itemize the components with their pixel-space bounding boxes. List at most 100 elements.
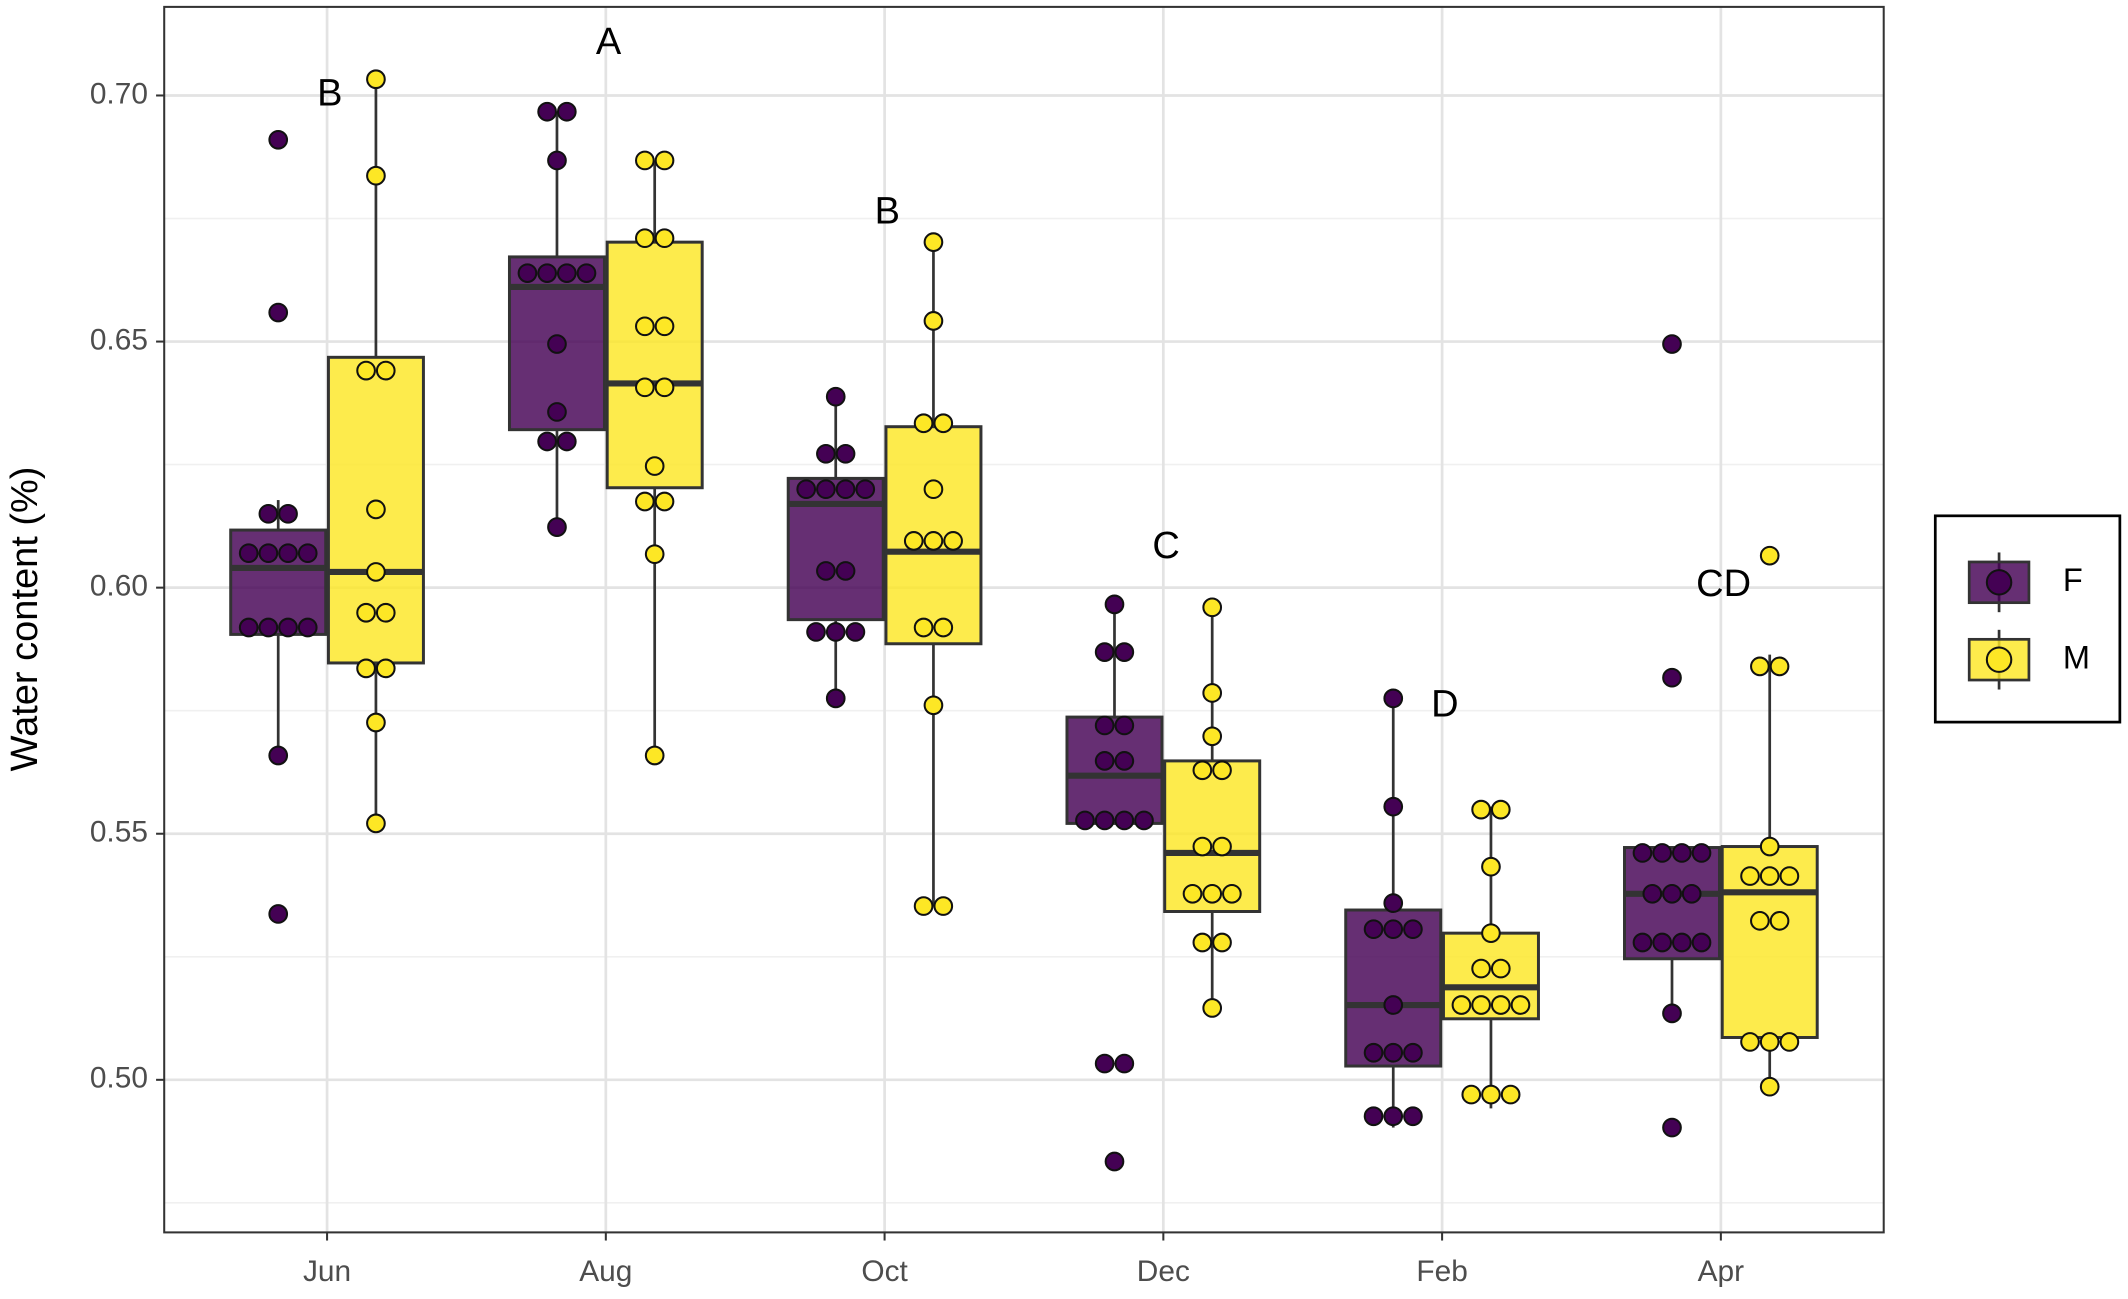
x-tick-label: Oct — [861, 1255, 908, 1288]
data-point — [1759, 1032, 1780, 1052]
data-point — [1490, 799, 1511, 820]
data-point — [1779, 1032, 1800, 1052]
data-point — [1769, 656, 1790, 677]
annotation: A — [596, 21, 622, 63]
data-point — [547, 517, 567, 537]
x-tick-label: Dec — [1137, 1255, 1190, 1288]
data-point — [1202, 883, 1223, 904]
data-point — [1471, 958, 1491, 979]
data-point — [654, 228, 675, 249]
box — [1065, 715, 1164, 825]
data-point — [1740, 866, 1760, 886]
data-point — [845, 622, 866, 642]
data-point — [1094, 751, 1115, 771]
data-point — [556, 101, 577, 122]
data-point — [835, 479, 856, 500]
data-point — [1383, 893, 1404, 913]
data-point — [1094, 642, 1115, 662]
data-point — [1632, 843, 1653, 863]
annotation: D — [1431, 683, 1458, 725]
data-point — [1094, 715, 1115, 736]
data-point — [1759, 545, 1780, 566]
data-point — [356, 602, 376, 623]
data-point — [268, 904, 289, 924]
data-point — [943, 531, 963, 551]
annotation: C — [1152, 525, 1179, 567]
data-point — [1510, 995, 1531, 1015]
x-tick-label: Apr — [1698, 1255, 1745, 1288]
y-tick-label: 0.55 — [90, 816, 148, 849]
data-point — [855, 479, 876, 500]
y-tick-label: 0.60 — [90, 570, 148, 603]
data-point — [635, 150, 655, 171]
data-point — [1481, 856, 1501, 877]
data-point — [806, 622, 826, 642]
y-tick-label: 0.70 — [90, 77, 148, 110]
data-point — [238, 543, 259, 564]
data-point — [1662, 883, 1682, 904]
legend-label: F — [2063, 562, 2083, 598]
data-point — [537, 431, 557, 452]
data-point — [375, 360, 396, 381]
data-point — [816, 479, 836, 500]
data-point — [517, 263, 538, 283]
data-point — [796, 479, 817, 500]
data-point — [1750, 656, 1770, 677]
data-point — [654, 491, 675, 512]
x-tick-label: Jun — [303, 1255, 351, 1288]
data-point — [654, 377, 675, 398]
data-point — [923, 695, 944, 716]
data-point — [268, 302, 289, 323]
data-point — [268, 129, 289, 150]
data-point — [576, 263, 597, 283]
data-point — [1403, 1042, 1423, 1063]
data-point — [366, 712, 386, 733]
data-point — [356, 658, 376, 679]
data-point — [644, 456, 665, 476]
data-point — [1114, 1053, 1135, 1074]
data-point — [1461, 1084, 1482, 1105]
data-point — [1094, 1053, 1115, 1074]
legend-marker — [1985, 646, 2013, 673]
data-point — [537, 101, 557, 122]
data-point — [1403, 919, 1423, 940]
data-point — [1403, 1106, 1423, 1127]
data-point — [1114, 642, 1135, 662]
data-point — [1363, 919, 1384, 940]
data-point — [547, 402, 567, 422]
data-point — [278, 543, 298, 564]
data-point — [1182, 883, 1203, 904]
legend-marker — [1985, 569, 2013, 596]
data-point — [1490, 995, 1511, 1015]
x-tick-label: Aug — [579, 1255, 632, 1288]
data-point — [1202, 998, 1223, 1018]
y-tick-label: 0.65 — [90, 323, 148, 356]
data-point — [816, 443, 836, 464]
data-point — [1192, 836, 1213, 857]
data-point — [1222, 883, 1242, 904]
data-point — [923, 531, 944, 551]
data-point — [644, 544, 665, 565]
data-point — [913, 617, 934, 638]
data-point — [366, 165, 386, 186]
data-point — [556, 263, 577, 283]
data-point — [1481, 923, 1501, 943]
data-point — [556, 431, 577, 452]
data-point — [537, 263, 557, 283]
data-point — [1383, 1106, 1404, 1127]
data-point — [1383, 796, 1404, 817]
data-point — [1192, 760, 1213, 781]
data-point — [1471, 995, 1491, 1015]
data-point — [1383, 1042, 1404, 1063]
data-point — [1759, 866, 1780, 886]
data-point — [366, 69, 386, 90]
data-point — [933, 617, 954, 638]
data-point — [835, 443, 856, 464]
data-point — [1779, 866, 1800, 886]
data-point — [366, 813, 386, 834]
legend-label: M — [2063, 639, 2090, 675]
data-point — [1691, 843, 1712, 863]
data-point — [1759, 836, 1780, 857]
data-point — [1094, 810, 1115, 831]
data-point — [1104, 594, 1125, 615]
